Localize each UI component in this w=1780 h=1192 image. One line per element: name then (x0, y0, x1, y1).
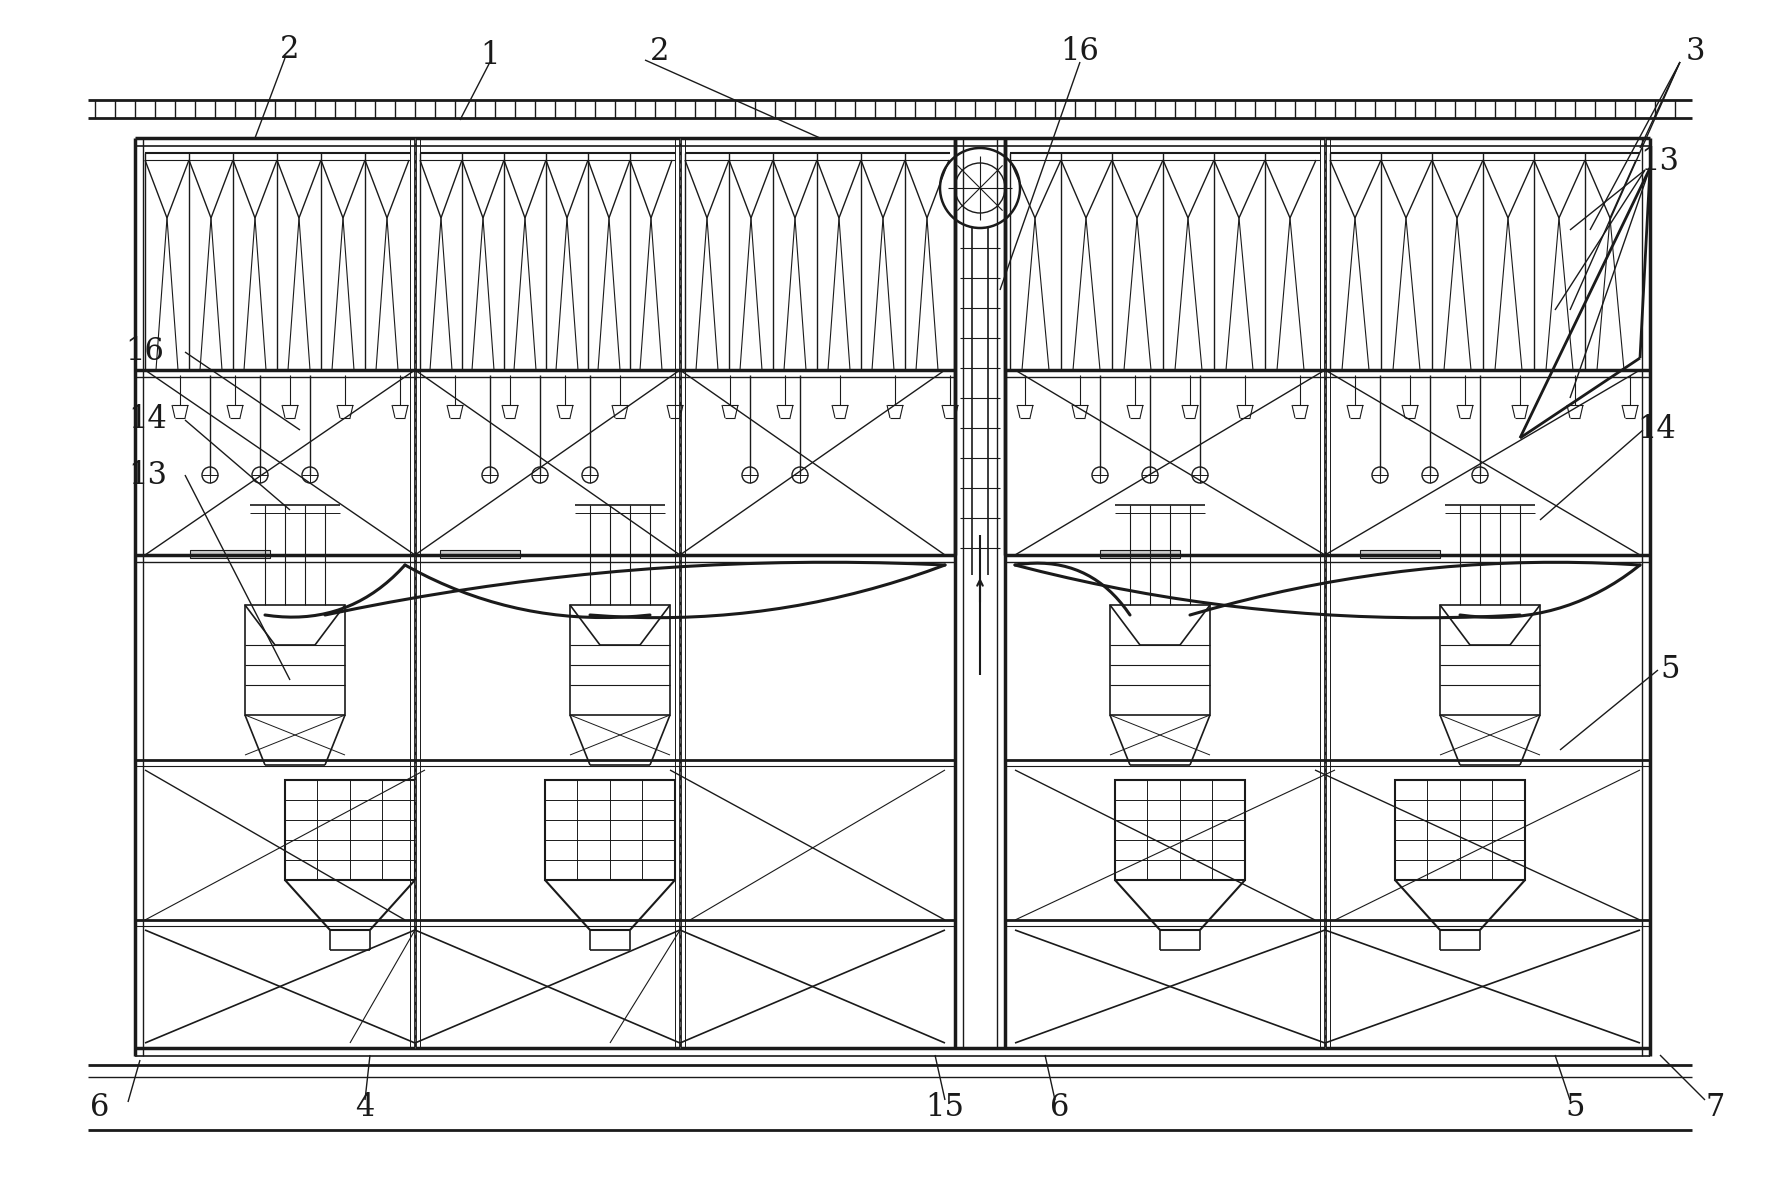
Text: 6: 6 (1050, 1093, 1070, 1124)
Bar (190, 550, 271, 558)
Text: 2: 2 (279, 35, 299, 66)
Text: 16: 16 (1061, 37, 1100, 68)
Text: 13: 13 (1641, 147, 1680, 178)
Text: 6: 6 (91, 1093, 110, 1124)
Bar (1114, 780, 1244, 880)
Bar (1396, 780, 1525, 880)
Text: 13: 13 (128, 459, 167, 490)
Text: 5: 5 (1661, 654, 1680, 685)
Bar (246, 606, 345, 715)
Bar (285, 780, 415, 880)
Bar (1360, 550, 1440, 558)
Text: 14: 14 (128, 404, 167, 435)
Text: 15: 15 (926, 1093, 965, 1124)
Text: 2: 2 (650, 37, 669, 68)
Bar (545, 780, 675, 880)
Text: 14: 14 (1638, 415, 1677, 446)
Bar (570, 606, 669, 715)
Text: 1: 1 (481, 39, 500, 70)
Bar (1440, 606, 1540, 715)
Bar (1111, 606, 1210, 715)
Text: 4: 4 (356, 1093, 374, 1124)
Bar (1100, 550, 1180, 558)
Text: 3: 3 (1686, 37, 1705, 68)
Bar (440, 550, 520, 558)
Text: 16: 16 (126, 336, 164, 367)
Text: 5: 5 (1565, 1093, 1584, 1124)
Text: 7: 7 (1705, 1093, 1725, 1124)
